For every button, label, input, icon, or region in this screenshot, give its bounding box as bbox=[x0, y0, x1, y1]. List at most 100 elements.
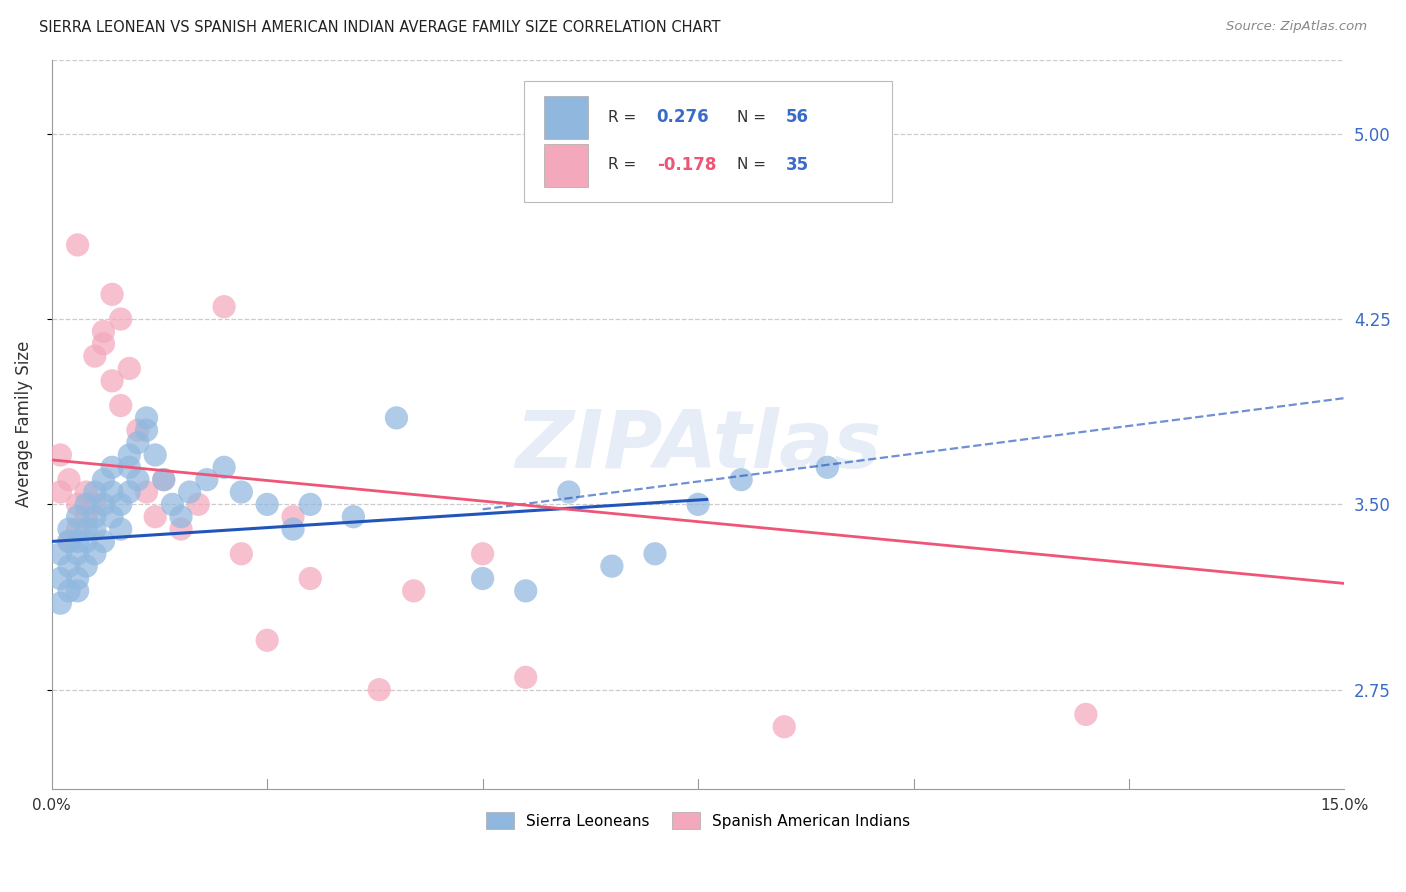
Point bbox=[110, 312, 132, 326]
Point bbox=[66, 583, 89, 598]
Point bbox=[49, 485, 72, 500]
Text: Source: ZipAtlas.com: Source: ZipAtlas.com bbox=[1226, 20, 1367, 33]
Point bbox=[256, 633, 278, 648]
Point bbox=[730, 473, 752, 487]
Point bbox=[558, 485, 581, 500]
Point bbox=[299, 497, 322, 511]
Point bbox=[75, 522, 97, 536]
Point bbox=[49, 547, 72, 561]
Point bbox=[170, 509, 193, 524]
Point bbox=[66, 238, 89, 252]
Point bbox=[66, 509, 89, 524]
FancyBboxPatch shape bbox=[544, 144, 588, 186]
Text: N =: N = bbox=[737, 157, 766, 172]
Point bbox=[212, 300, 235, 314]
Point bbox=[118, 485, 141, 500]
Legend: Sierra Leoneans, Spanish American Indians: Sierra Leoneans, Spanish American Indian… bbox=[479, 805, 917, 836]
Point bbox=[75, 485, 97, 500]
Point bbox=[815, 460, 838, 475]
Point bbox=[83, 349, 105, 363]
Point bbox=[66, 572, 89, 586]
Point bbox=[385, 410, 408, 425]
Text: N =: N = bbox=[737, 110, 766, 125]
Text: 0.276: 0.276 bbox=[657, 108, 710, 127]
Point bbox=[515, 583, 537, 598]
Point bbox=[66, 547, 89, 561]
Point bbox=[773, 720, 796, 734]
Point bbox=[281, 509, 304, 524]
Point bbox=[212, 460, 235, 475]
Point bbox=[58, 583, 80, 598]
Point bbox=[686, 497, 709, 511]
Point bbox=[515, 670, 537, 684]
Point bbox=[118, 361, 141, 376]
Point bbox=[83, 509, 105, 524]
Point bbox=[75, 509, 97, 524]
Text: 35: 35 bbox=[786, 156, 808, 174]
Point bbox=[152, 473, 174, 487]
Point bbox=[58, 559, 80, 574]
Point bbox=[402, 583, 425, 598]
Point bbox=[110, 399, 132, 413]
Point bbox=[143, 509, 166, 524]
Text: R =: R = bbox=[607, 157, 636, 172]
Point bbox=[101, 485, 124, 500]
Point bbox=[49, 448, 72, 462]
Point bbox=[127, 435, 149, 450]
Point bbox=[93, 534, 115, 549]
Point bbox=[170, 522, 193, 536]
Point bbox=[118, 448, 141, 462]
Point bbox=[83, 522, 105, 536]
Point bbox=[66, 534, 89, 549]
Text: R =: R = bbox=[607, 110, 636, 125]
Point bbox=[110, 497, 132, 511]
Point bbox=[231, 485, 253, 500]
Point bbox=[58, 534, 80, 549]
Text: SIERRA LEONEAN VS SPANISH AMERICAN INDIAN AVERAGE FAMILY SIZE CORRELATION CHART: SIERRA LEONEAN VS SPANISH AMERICAN INDIA… bbox=[39, 20, 721, 35]
Point bbox=[127, 473, 149, 487]
Point bbox=[281, 522, 304, 536]
Point bbox=[143, 448, 166, 462]
Point bbox=[66, 522, 89, 536]
Point bbox=[127, 423, 149, 437]
Point bbox=[644, 547, 666, 561]
Point bbox=[101, 374, 124, 388]
Point bbox=[49, 572, 72, 586]
Point bbox=[93, 497, 115, 511]
Point bbox=[231, 547, 253, 561]
Point bbox=[299, 572, 322, 586]
Point bbox=[162, 497, 184, 511]
Point bbox=[135, 410, 157, 425]
Point bbox=[83, 547, 105, 561]
Point bbox=[118, 460, 141, 475]
Point bbox=[66, 497, 89, 511]
Point bbox=[58, 473, 80, 487]
Y-axis label: Average Family Size: Average Family Size bbox=[15, 341, 32, 508]
Point bbox=[49, 596, 72, 610]
Point bbox=[471, 547, 494, 561]
Point bbox=[187, 497, 209, 511]
Point bbox=[256, 497, 278, 511]
Text: -0.178: -0.178 bbox=[657, 156, 716, 174]
Point bbox=[342, 509, 364, 524]
Point bbox=[83, 497, 105, 511]
Point bbox=[110, 522, 132, 536]
Point bbox=[101, 460, 124, 475]
Text: ZIPAtlas: ZIPAtlas bbox=[515, 407, 882, 485]
Point bbox=[152, 473, 174, 487]
Point bbox=[93, 473, 115, 487]
Point bbox=[135, 485, 157, 500]
Point bbox=[83, 485, 105, 500]
Point bbox=[93, 325, 115, 339]
Point bbox=[58, 534, 80, 549]
Point bbox=[75, 497, 97, 511]
Point bbox=[58, 522, 80, 536]
FancyBboxPatch shape bbox=[523, 81, 891, 202]
Point bbox=[101, 509, 124, 524]
Point bbox=[471, 572, 494, 586]
Point bbox=[75, 534, 97, 549]
Text: 56: 56 bbox=[786, 108, 808, 127]
Point bbox=[179, 485, 201, 500]
FancyBboxPatch shape bbox=[544, 96, 588, 139]
Point bbox=[368, 682, 391, 697]
